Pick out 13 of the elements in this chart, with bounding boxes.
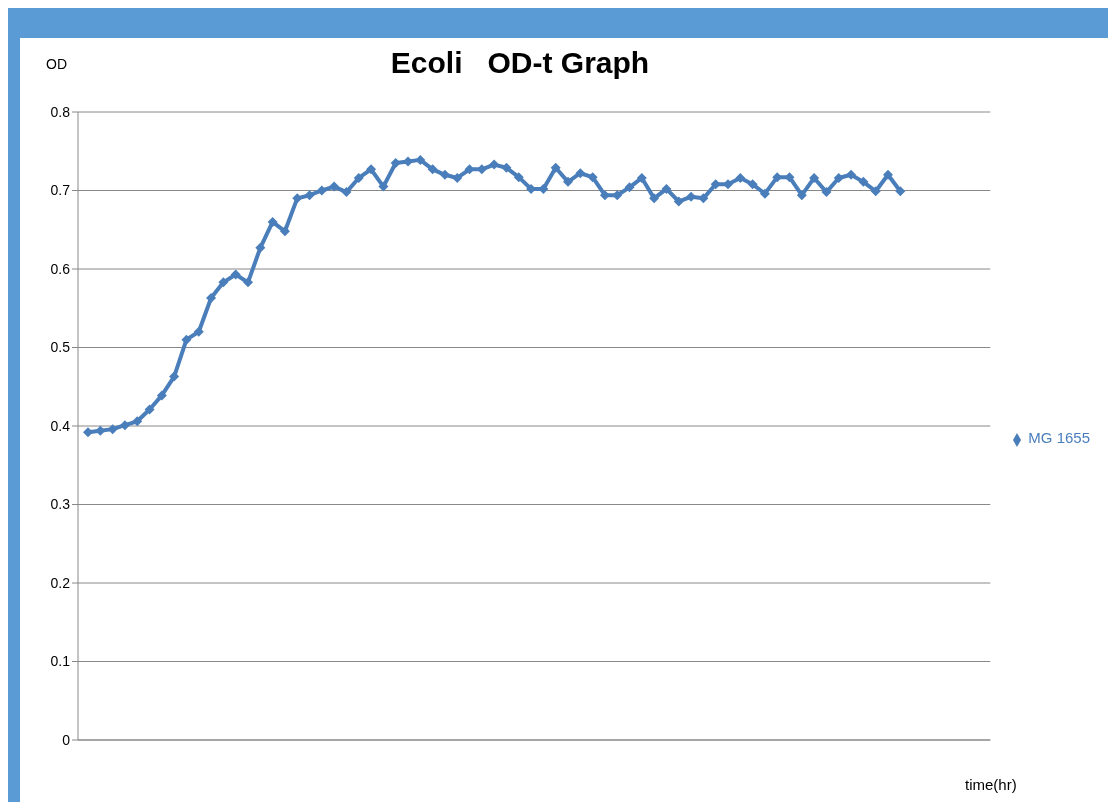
- y-tick-label: 0.4: [50, 417, 71, 434]
- y-tick-label: 0.3: [50, 496, 71, 513]
- y-tick-label: 0.7: [50, 182, 71, 199]
- x-axis-title: time(hr): [965, 776, 1017, 793]
- y-tick-label: 0.6: [50, 260, 71, 277]
- y-tick-label: 0.5: [50, 339, 71, 356]
- y-axis-title: OD: [46, 56, 67, 72]
- y-tick-label: 0: [62, 731, 71, 748]
- y-tick-label: 0.1: [50, 653, 71, 670]
- y-tick-label: 0.8: [50, 103, 71, 120]
- chart-title: Ecoli OD-t Graph: [390, 46, 650, 79]
- legend-label: MG 1655: [1028, 429, 1090, 447]
- y-tick-label: 0.2: [50, 574, 71, 591]
